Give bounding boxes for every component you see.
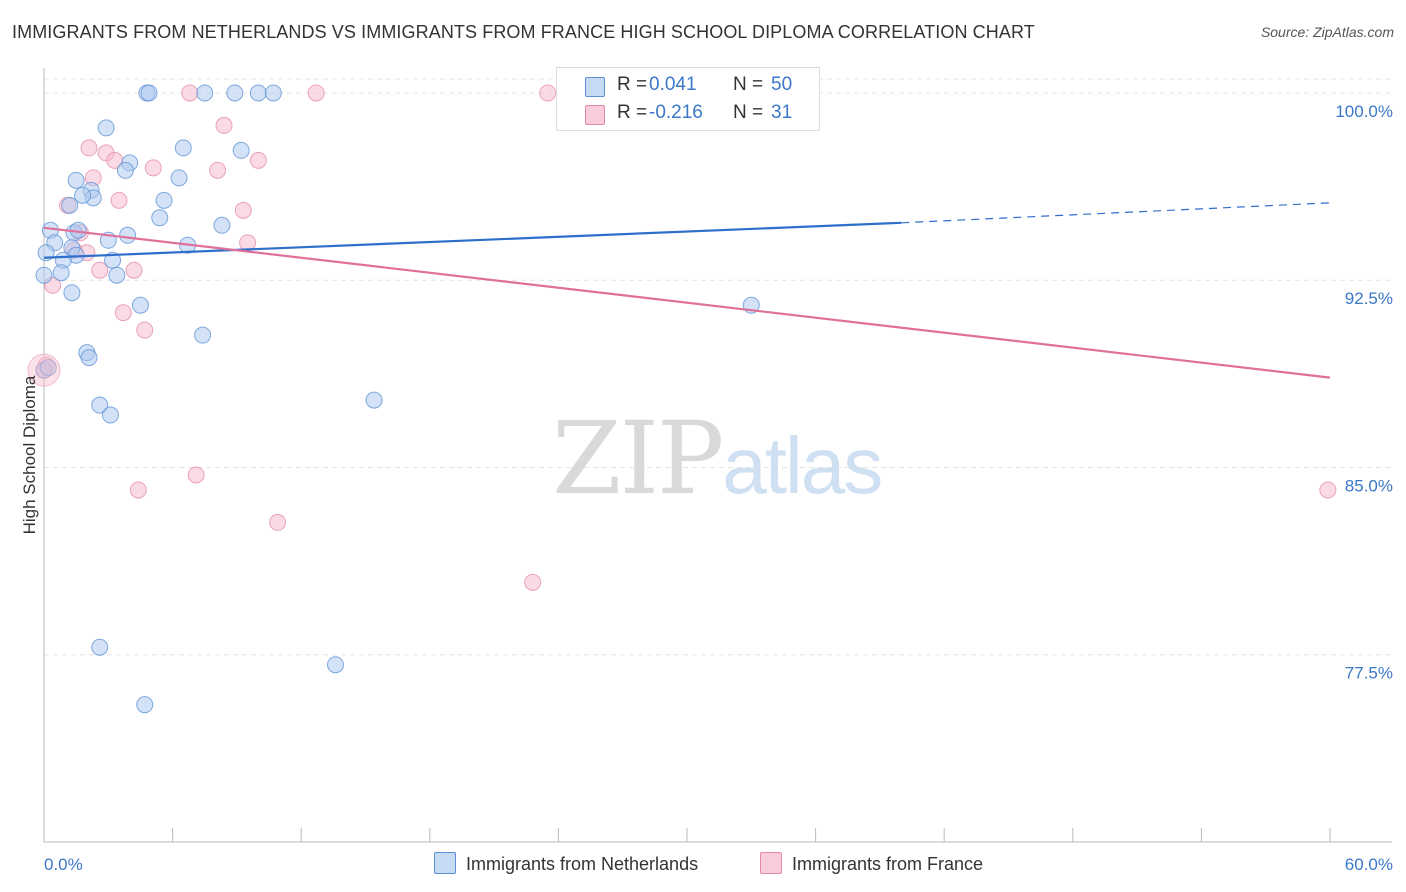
point-netherlands bbox=[131, 296, 149, 314]
point-france bbox=[249, 151, 267, 169]
point-netherlands bbox=[63, 284, 81, 302]
point-france bbox=[539, 84, 557, 102]
point-netherlands bbox=[97, 119, 115, 137]
point-netherlands bbox=[67, 171, 85, 189]
n-label: N = bbox=[733, 102, 764, 123]
data-points bbox=[27, 84, 1337, 714]
trend-lines bbox=[43, 202, 1331, 379]
point-france bbox=[144, 159, 162, 177]
y-tick-label: 92.5% bbox=[1345, 289, 1393, 308]
legend-label-netherlands: Immigrants from Netherlands bbox=[466, 854, 699, 874]
point-france bbox=[91, 261, 109, 279]
grid-lines bbox=[44, 78, 1392, 656]
point-netherlands bbox=[155, 191, 173, 209]
point-netherlands bbox=[101, 406, 119, 424]
point-france bbox=[181, 84, 199, 102]
point-france bbox=[187, 466, 205, 484]
chart-title: IMMIGRANTS FROM NETHERLANDS VS IMMIGRANT… bbox=[12, 22, 1035, 42]
source-credit: Source: ZipAtlas.com bbox=[1260, 24, 1394, 40]
n-label: N = bbox=[733, 74, 764, 95]
legend-swatch-netherlands bbox=[434, 852, 456, 874]
point-france bbox=[129, 481, 147, 499]
point-netherlands bbox=[140, 84, 158, 102]
r-value-france: -0.216 bbox=[649, 102, 703, 123]
legend-swatch-france bbox=[760, 852, 782, 874]
point-netherlands bbox=[35, 266, 53, 284]
point-france bbox=[114, 304, 132, 322]
point-france bbox=[209, 161, 227, 179]
point-france bbox=[215, 116, 233, 134]
x-tick-label-start: 0.0% bbox=[44, 855, 83, 874]
legend-item-france[interactable]: Immigrants from France bbox=[760, 852, 983, 875]
watermark-atlas: atlas bbox=[722, 421, 883, 510]
point-france bbox=[307, 84, 325, 102]
y-tick-label: 77.5% bbox=[1345, 664, 1393, 683]
point-netherlands bbox=[74, 186, 92, 204]
point-france bbox=[125, 261, 143, 279]
point-france bbox=[110, 191, 128, 209]
point-netherlands bbox=[213, 216, 231, 234]
legend-item-netherlands[interactable]: Immigrants from Netherlands bbox=[434, 852, 698, 875]
point-netherlands bbox=[174, 139, 192, 157]
point-netherlands bbox=[264, 84, 282, 102]
point-netherlands bbox=[80, 349, 98, 367]
legend-label-france: Immigrants from France bbox=[792, 854, 984, 874]
cluster-marker bbox=[27, 353, 61, 387]
point-netherlands bbox=[39, 359, 57, 377]
point-netherlands bbox=[365, 391, 383, 409]
watermark-zip: ZIP bbox=[552, 400, 724, 517]
point-netherlands bbox=[91, 396, 109, 414]
point-france bbox=[524, 573, 542, 591]
y-tick-label: 85.0% bbox=[1345, 476, 1393, 495]
n-value-france: 31 bbox=[771, 102, 793, 123]
n-value-netherlands: 50 bbox=[771, 74, 793, 95]
point-netherlands bbox=[108, 266, 126, 284]
point-netherlands bbox=[196, 84, 214, 102]
y-tick-label: 100.0% bbox=[1335, 102, 1393, 121]
point-netherlands bbox=[151, 209, 169, 227]
r-label: R = bbox=[617, 102, 648, 123]
point-netherlands bbox=[52, 264, 70, 282]
point-netherlands bbox=[61, 196, 79, 214]
point-france bbox=[80, 139, 98, 157]
trend-line-netherlands-extension bbox=[901, 202, 1331, 224]
watermark: ZIPatlas bbox=[552, 400, 883, 517]
point-france bbox=[269, 513, 287, 531]
x-tick-label-end: 60.0% bbox=[1345, 855, 1393, 874]
point-netherlands bbox=[136, 696, 154, 714]
netherlands-swatch bbox=[585, 77, 605, 97]
trend-line-france bbox=[43, 226, 1331, 379]
point-netherlands bbox=[249, 84, 267, 102]
point-netherlands bbox=[226, 84, 244, 102]
axes bbox=[43, 68, 1392, 843]
y-axis-label: High School Diploma bbox=[20, 375, 39, 535]
point-france bbox=[1319, 481, 1337, 499]
point-netherlands bbox=[170, 169, 188, 187]
point-france bbox=[234, 201, 252, 219]
r-value-netherlands: 0.041 bbox=[649, 74, 697, 95]
tick-labels: 100.0% 92.5% 85.0% 77.5% 0.0% 60.0% bbox=[44, 102, 1393, 874]
point-netherlands bbox=[119, 226, 137, 244]
point-netherlands bbox=[232, 141, 250, 159]
point-netherlands bbox=[116, 161, 134, 179]
r-label: R = bbox=[617, 74, 648, 95]
point-netherlands bbox=[91, 638, 109, 656]
trend-line-netherlands bbox=[43, 221, 902, 259]
france-swatch bbox=[585, 105, 605, 125]
point-france bbox=[136, 321, 154, 339]
point-netherlands bbox=[326, 656, 344, 674]
point-netherlands bbox=[194, 326, 212, 344]
stats-legend: R = 0.041 N = 50 R = -0.216 N = 31 bbox=[556, 67, 820, 131]
